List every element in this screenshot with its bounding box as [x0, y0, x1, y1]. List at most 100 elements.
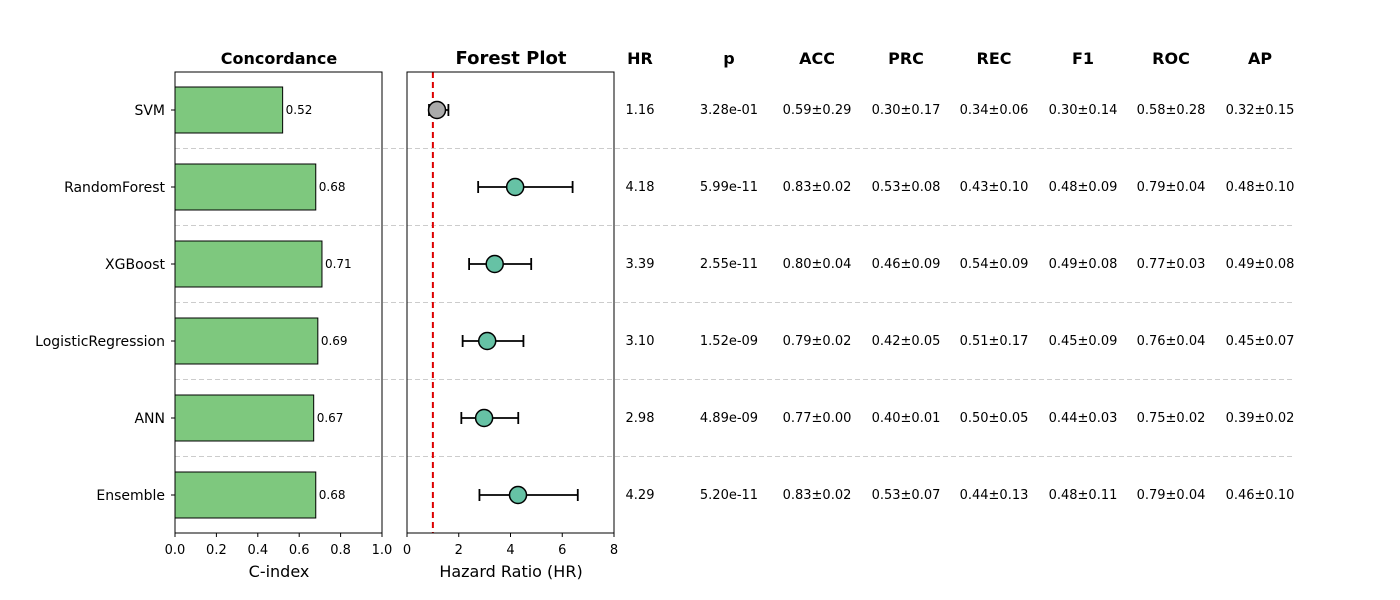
table-cell: 0.30±0.14 — [1049, 103, 1118, 118]
concordance-panel: Concordance 0.52 0.68 0.71 0.69 0.67 0.68 0.0… — [35, 49, 392, 581]
table-cell: 1.16 — [626, 103, 655, 118]
table-cell: 4.89e-09 — [700, 411, 758, 426]
concordance-title: Concordance — [221, 49, 338, 68]
concordance-value-label: 0.69 — [321, 334, 348, 348]
table-cell: 0.75±0.02 — [1137, 411, 1206, 426]
forest-x-tick-label: 2 — [455, 543, 463, 558]
hr-point-logisticregression — [477, 331, 497, 351]
hr-point-ensemble — [508, 485, 528, 505]
metrics-table-headers: HR p ACC PRC REC F1 ROC AP — [627, 49, 1272, 68]
concordance-x-ticks: 0.0 0.2 0.4 0.6 0.8 1.0 — [165, 533, 393, 558]
concordance-value-label: 0.67 — [317, 411, 344, 425]
concordance-x-tick-label: 0.8 — [330, 543, 351, 558]
concordance-x-tick-label: 0.2 — [206, 543, 227, 558]
table-cell: 0.77±0.00 — [783, 411, 852, 426]
forest-x-tick-label: 8 — [610, 543, 618, 558]
column-header-ap: AP — [1248, 49, 1272, 68]
table-cell: 0.77±0.03 — [1137, 257, 1206, 272]
metrics-table: HR p ACC PRC REC F1 ROC AP 1.16 3.28e-01 0.59±0.2… — [626, 49, 1295, 503]
table-cell: 1.52e-09 — [700, 334, 758, 349]
column-header-prc: PRC — [888, 49, 924, 68]
concordance-value-label: 0.68 — [319, 488, 346, 502]
model-label-svm: SVM — [134, 103, 165, 119]
column-header-rec: REC — [977, 49, 1012, 68]
column-header-f1: F1 — [1072, 49, 1094, 68]
table-cell: 0.44±0.13 — [960, 488, 1029, 503]
table-cell: 2.55e-11 — [700, 257, 758, 272]
concordance-bar-ensemble — [174, 471, 317, 519]
table-cell: 0.34±0.06 — [960, 103, 1029, 118]
table-cell: 5.99e-11 — [700, 180, 758, 195]
column-header-acc: ACC — [799, 49, 835, 68]
concordance-x-tick-label: 1.0 — [372, 543, 393, 558]
forest-x-axis-label: Hazard Ratio (HR) — [439, 562, 582, 581]
table-cell: 0.53±0.08 — [872, 180, 941, 195]
forest-x-tick-label: 4 — [506, 543, 514, 558]
table-cell: 4.18 — [626, 180, 655, 195]
table-cell: 0.79±0.04 — [1137, 488, 1206, 503]
concordance-bar-svm — [174, 86, 284, 134]
hr-point-xgboost — [485, 254, 504, 274]
forest-x-tick-label: 0 — [403, 543, 411, 558]
table-cell: 0.83±0.02 — [783, 180, 852, 195]
table-cell: 3.28e-01 — [700, 103, 758, 118]
concordance-bar-logisticregression — [174, 317, 319, 365]
table-cell: 0.79±0.04 — [1137, 180, 1206, 195]
column-header-hr: HR — [627, 49, 653, 68]
table-cell: 0.45±0.07 — [1226, 334, 1295, 349]
table-cell: 0.30±0.17 — [872, 103, 941, 118]
table-cell: 0.51±0.17 — [960, 334, 1029, 349]
table-cell: 0.58±0.28 — [1137, 103, 1206, 118]
column-header-p: p — [723, 49, 734, 68]
hr-point-ann — [474, 408, 494, 428]
forest-plot-panel: Forest Plot 0 2 4 6 8 Hazard Ratio (HR) — [403, 48, 618, 581]
table-cell: 0.49±0.08 — [1049, 257, 1118, 272]
table-cell: 5.20e-11 — [700, 488, 758, 503]
forest-x-ticks: 0 2 4 6 8 — [403, 533, 618, 558]
table-cell: 0.39±0.02 — [1226, 411, 1295, 426]
table-cell: 0.48±0.10 — [1226, 180, 1295, 195]
forest-plot-marks — [427, 100, 579, 505]
table-cell: 0.80±0.04 — [783, 257, 852, 272]
concordance-value-label: 0.71 — [325, 257, 352, 271]
table-cell: 3.39 — [626, 257, 655, 272]
table-cell: 0.44±0.03 — [1049, 411, 1118, 426]
table-cell: 0.42±0.05 — [872, 334, 941, 349]
model-label-xgboost: XGBoost — [105, 257, 165, 273]
hr-point-randomforest — [505, 177, 525, 197]
concordance-value-label: 0.68 — [319, 180, 346, 194]
table-cell: 0.53±0.07 — [872, 488, 941, 503]
table-cell: 0.45±0.09 — [1049, 334, 1118, 349]
hr-point-svm — [427, 100, 447, 120]
concordance-axes-frame — [174, 71, 383, 534]
table-cell: 0.46±0.09 — [872, 257, 941, 272]
concordance-bar-xgboost — [174, 240, 323, 288]
table-cell: 0.76±0.04 — [1137, 334, 1206, 349]
row-separators — [175, 148, 1295, 457]
forest-plot-title: Forest Plot — [456, 48, 567, 69]
concordance-x-tick-label: 0.4 — [247, 543, 268, 558]
model-label-ann: ANN — [134, 411, 165, 427]
model-label-randomforest: RandomForest — [64, 180, 165, 196]
table-cell: 0.54±0.09 — [960, 257, 1029, 272]
forest-axes-frame — [406, 71, 615, 534]
concordance-bar-ann — [174, 394, 315, 442]
concordance-x-axis-label: C-index — [249, 562, 310, 581]
forest-x-tick-label: 6 — [558, 543, 566, 558]
concordance-value-label: 0.52 — [286, 103, 313, 117]
model-label-ensemble: Ensemble — [96, 488, 165, 504]
column-header-roc: ROC — [1152, 49, 1190, 68]
table-cell: 0.79±0.02 — [783, 334, 852, 349]
model-label-logisticregression: LogisticRegression — [35, 334, 165, 350]
table-cell: 0.46±0.10 — [1226, 488, 1295, 503]
concordance-x-tick-label: 0.0 — [165, 543, 186, 558]
table-cell: 0.50±0.05 — [960, 411, 1029, 426]
model-labels: SVM RandomForest XGBoost LogisticRegression… — [35, 103, 175, 504]
table-cell: 0.48±0.11 — [1049, 488, 1118, 503]
table-cell: 0.83±0.02 — [783, 488, 852, 503]
concordance-bar-randomforest — [174, 163, 317, 211]
concordance-x-tick-label: 0.6 — [289, 543, 310, 558]
metrics-table-cells: 1.16 3.28e-01 0.59±0.29 0.30±0.17 0.34±0.06 0… — [626, 103, 1295, 503]
table-cell: 0.43±0.10 — [960, 180, 1029, 195]
